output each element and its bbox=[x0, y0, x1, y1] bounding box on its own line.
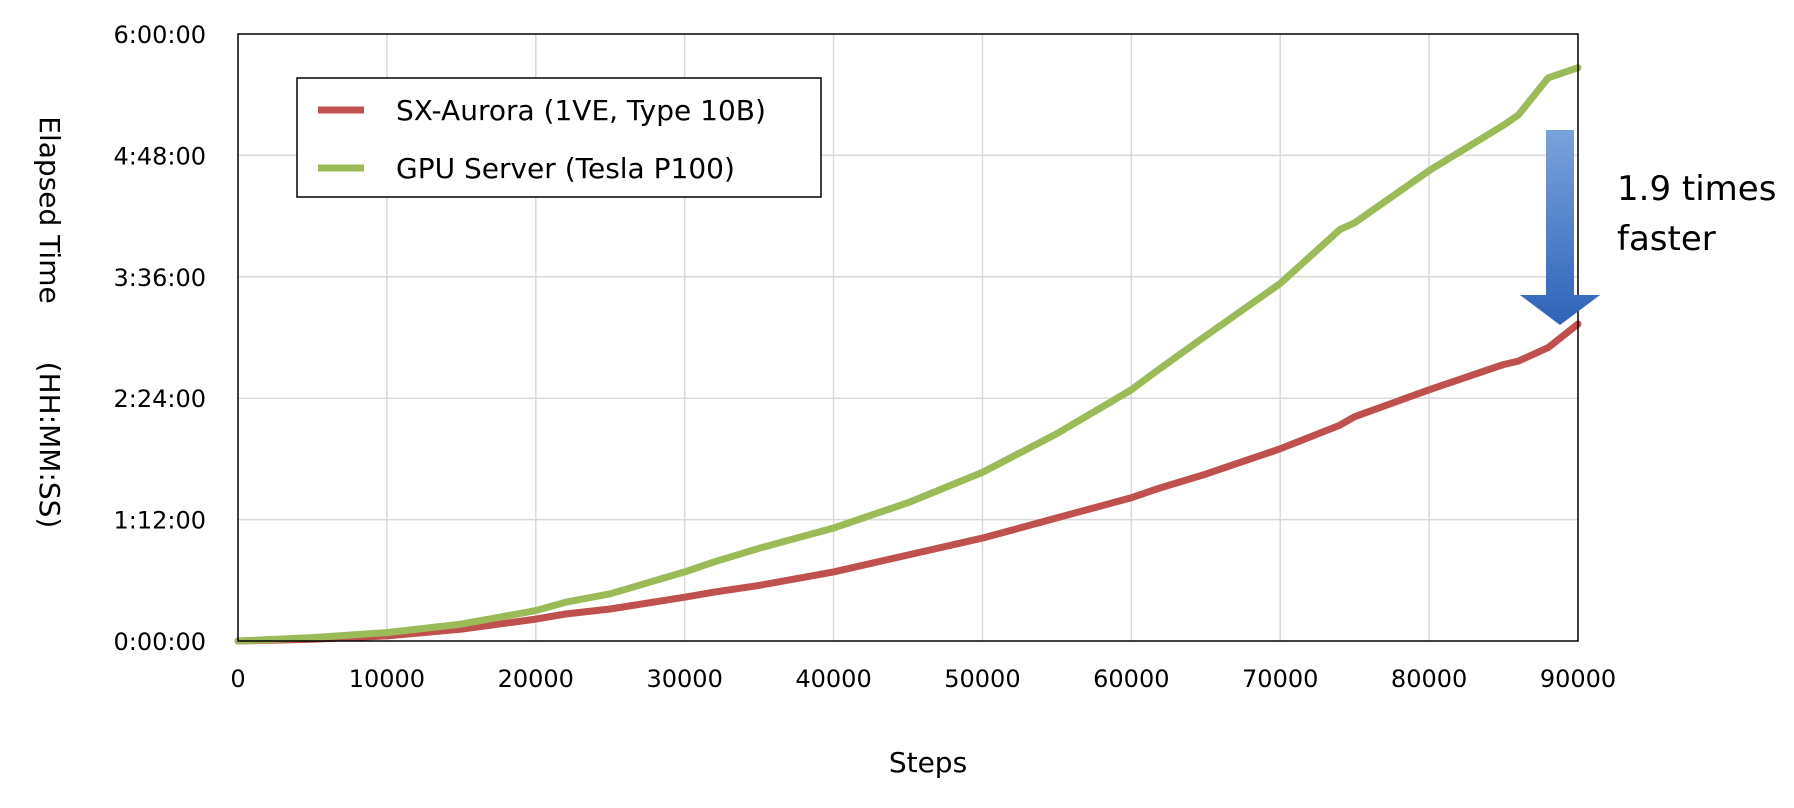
legend: SX-Aurora (1VE, Type 10B) GPU Server (Te… bbox=[296, 77, 822, 198]
legend-box bbox=[296, 77, 822, 198]
x-tick-label: 60000 bbox=[1093, 665, 1169, 693]
y-tick-labels: 0:00:00 1:12:00 2:24:00 3:36:00 4:48:00 6:00:… bbox=[113, 21, 206, 656]
y-axis-title: Elapsed Time bbox=[33, 116, 66, 303]
y-tick-label: 4:48:00 bbox=[113, 142, 206, 170]
x-tick-label: 90000 bbox=[1540, 665, 1616, 693]
x-tick-label: 20000 bbox=[498, 665, 574, 693]
x-tick-label: 40000 bbox=[795, 665, 871, 693]
y-tick-label: 2:24:00 bbox=[113, 385, 206, 413]
y-tick-label: 0:00:00 bbox=[113, 628, 206, 656]
legend-label-gpu-server: GPU Server (Tesla P100) bbox=[396, 152, 735, 185]
x-axis-title: Steps bbox=[889, 746, 967, 779]
x-tick-label: 30000 bbox=[646, 665, 722, 693]
x-tick-label: 50000 bbox=[944, 665, 1020, 693]
plot-frame bbox=[237, 33, 1579, 642]
series-line-gpu-server bbox=[234, 64, 1582, 645]
speedup-annotation: 1.9 times faster bbox=[1520, 130, 1776, 325]
x-tick-label: 0 bbox=[230, 665, 245, 693]
x-tick-label: 10000 bbox=[349, 665, 425, 693]
x-tick-label: 80000 bbox=[1391, 665, 1467, 693]
y-tick-label: 3:36:00 bbox=[113, 264, 206, 292]
y-axis-units: (HH:MM:SS) bbox=[33, 362, 66, 529]
x-tick-labels: 0 10000 20000 30000 40000 50000 60000 70000 8000… bbox=[230, 665, 1616, 693]
series-line-sx-aurora bbox=[234, 320, 1582, 645]
y-tick-label: 1:12:00 bbox=[113, 507, 206, 535]
legend-label-sx-aurora: SX-Aurora (1VE, Type 10B) bbox=[396, 94, 766, 127]
y-tick-label: 6:00:00 bbox=[113, 21, 206, 49]
down-arrow-icon bbox=[1520, 130, 1600, 325]
x-tick-label: 70000 bbox=[1242, 665, 1318, 693]
annotation-line-1: 1.9 times bbox=[1617, 169, 1776, 209]
annotation-line-2: faster bbox=[1617, 219, 1716, 259]
series-layer bbox=[234, 64, 1582, 645]
